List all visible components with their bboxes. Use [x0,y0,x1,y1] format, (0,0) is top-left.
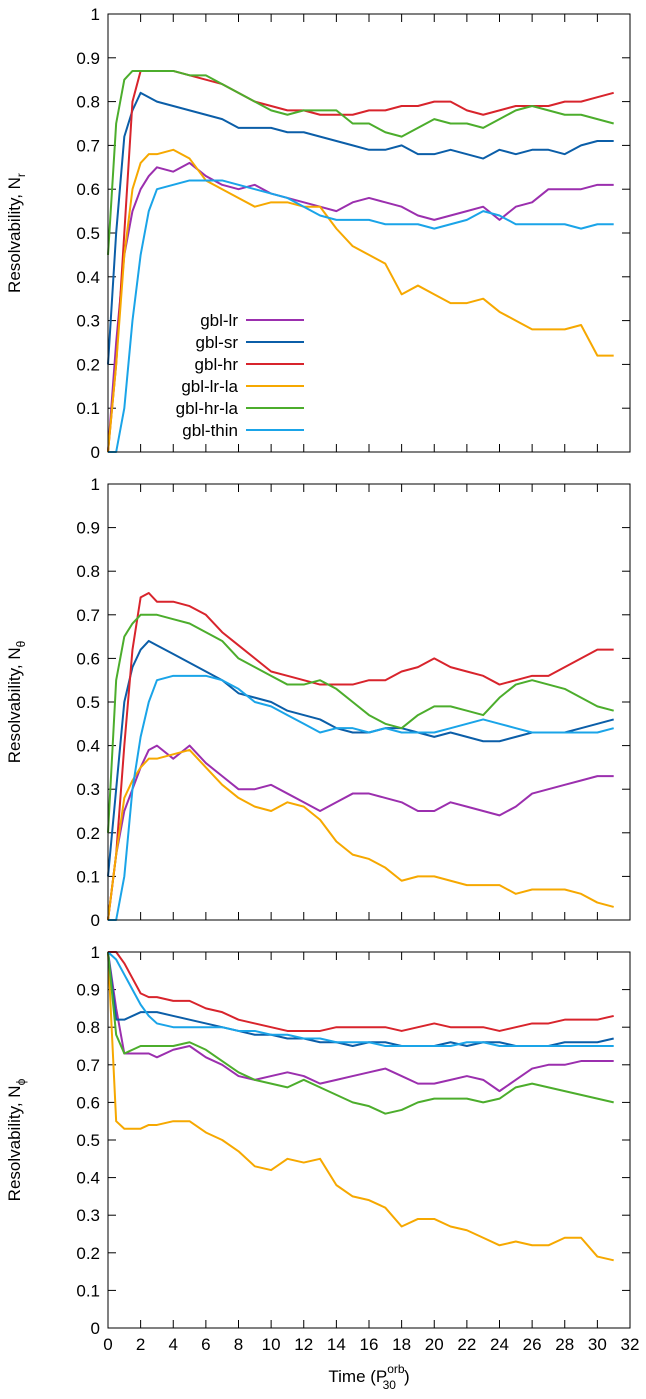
x-tick-label: 12 [294,1335,313,1354]
legend-label: gbl-hr [195,355,239,374]
y-tick-label: 1 [91,943,100,962]
series-line [108,674,614,921]
y-tick-label: 0.2 [76,824,100,843]
x-tick-label: 10 [262,1335,281,1354]
x-tick-label: 32 [621,1335,640,1354]
series-line [107,748,614,921]
y-tick-label: 0.9 [76,981,100,1000]
y-tick-label: 0 [91,443,100,462]
y-axis-label-subscript: r [14,173,28,177]
plot-frame [107,13,631,453]
y-tick-label: 0.4 [76,268,100,287]
y-axis-label: Resolvability, Nθ [5,640,28,763]
series-line [107,951,614,1262]
y-tick-label: 0.3 [76,1206,100,1225]
x-tick-label: 2 [136,1335,145,1354]
y-tick-label: 0.5 [76,1131,100,1150]
series-line [107,951,614,1047]
legend-label: gbl-lr [200,311,238,330]
y-tick-label: 0.2 [76,355,100,374]
y-tick-label: 0.6 [76,180,100,199]
y-tick-label: 0.1 [76,399,100,418]
x-axis-label-text: ) [404,1367,410,1386]
y-tick-label: 0.2 [76,1244,100,1263]
y-tick-label: 0.8 [76,1018,100,1037]
y-tick-label: 0.6 [76,649,100,668]
series-line [107,91,614,365]
y-tick-label: 0.1 [76,867,100,886]
y-tick-label: 0.9 [76,519,100,538]
series-line [107,744,614,921]
x-tick-label: 6 [201,1335,210,1354]
x-tick-label: 30 [588,1335,607,1354]
x-axis-label-superscript: orb [387,1362,405,1376]
y-tick-label: 0.4 [76,1169,100,1188]
y-tick-label: 0.7 [76,1056,100,1075]
y-axis-label: Resolvability, Nr [5,173,28,293]
y-axis-label: Resolvability, Nϕ [5,1078,28,1201]
series-line [107,951,614,1093]
series-line [108,179,614,453]
y-tick-label: 0.4 [76,737,100,756]
y-tick-label: 0.9 [76,49,100,68]
series-line [107,951,614,1115]
y-axis-label-text: Resolvability, N [5,647,24,763]
y-tick-label: 1 [91,475,100,494]
y-tick-label: 0.8 [76,562,100,581]
x-tick-label: 28 [555,1335,574,1354]
series-line [107,951,614,1047]
y-tick-label: 0.7 [76,136,100,155]
series-line [107,613,614,833]
series-line [107,69,614,255]
x-tick-label: 22 [457,1335,476,1354]
series-line [107,161,614,453]
y-tick-label: 0.7 [76,606,100,625]
y-tick-label: 0.3 [76,312,100,331]
plot-frame [107,951,631,1329]
legend-label: gbl-thin [182,421,238,440]
x-tick-label: 20 [425,1335,444,1354]
x-tick-label: 8 [234,1335,243,1354]
legend-label: gbl-hr-la [176,399,239,418]
x-tick-label: 18 [392,1335,411,1354]
series-line [107,148,614,453]
x-tick-label: 4 [169,1335,178,1354]
y-tick-label: 0.1 [76,1281,100,1300]
x-tick-label: 0 [103,1335,112,1354]
x-tick-label: 16 [360,1335,379,1354]
y-tick-label: 0.3 [76,780,100,799]
x-axis-label-subscript: 30 [383,1378,397,1392]
y-tick-label: 0.5 [76,693,100,712]
x-axis-label: Time (Porb 30) [328,1362,409,1392]
y-tick-label: 0 [91,911,100,930]
x-tick-label: 24 [490,1335,509,1354]
y-tick-label: 0.8 [76,93,100,112]
plot-frame [107,483,631,921]
y-axis-label-text: Resolvability, N [5,177,24,293]
series-line [108,951,614,1032]
legend-label: gbl-sr [195,333,238,352]
y-tick-label: 0 [91,1319,100,1338]
legend-label: gbl-lr-la [181,377,238,396]
y-tick-label: 0.6 [76,1093,100,1112]
x-axis-label-text: Time (P [328,1367,387,1386]
y-axis-label-text: Resolvability, N [5,1085,24,1201]
y-tick-label: 1 [91,5,100,24]
y-axis-label-subscript: ϕ [14,1078,28,1085]
y-axis-label-subscript: θ [14,640,28,647]
x-tick-label: 14 [327,1335,346,1354]
x-tick-label: 26 [523,1335,542,1354]
series-line [107,592,614,921]
y-tick-label: 0.5 [76,224,100,243]
